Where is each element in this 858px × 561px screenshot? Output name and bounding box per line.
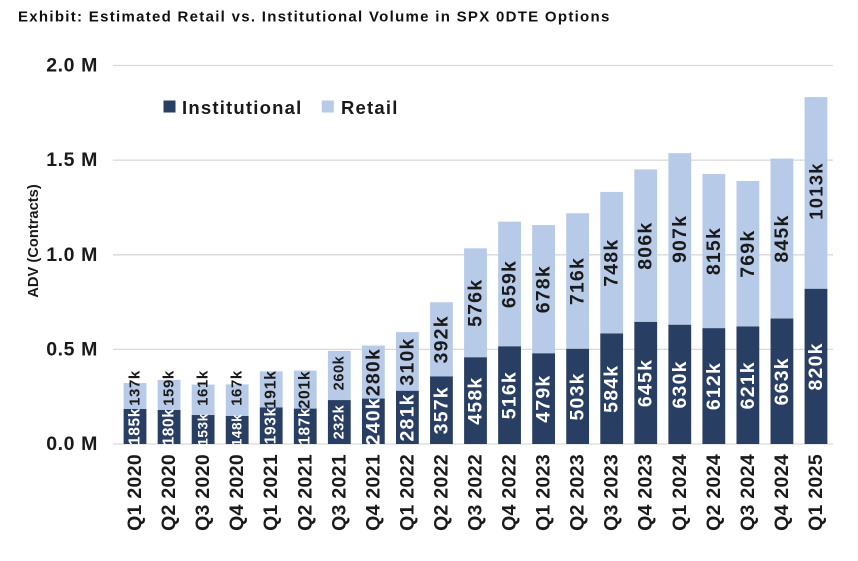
svg-text:815k: 815k: [703, 227, 725, 275]
svg-text:ADV (Contracts): ADV (Contracts): [26, 184, 42, 298]
svg-text:281k: 281k: [396, 393, 418, 441]
svg-text:Retail: Retail: [341, 97, 399, 118]
svg-text:Q4 2020: Q4 2020: [226, 454, 248, 531]
svg-text:479k: 479k: [533, 375, 555, 423]
svg-text:167k: 167k: [229, 370, 246, 406]
svg-text:907k: 907k: [669, 215, 691, 263]
svg-text:716k: 716k: [567, 257, 589, 305]
svg-text:240k: 240k: [362, 397, 384, 445]
svg-text:516k: 516k: [499, 371, 521, 419]
svg-text:187k: 187k: [297, 408, 314, 445]
svg-text:458k: 458k: [465, 377, 487, 425]
svg-text:161k: 161k: [195, 370, 212, 406]
svg-text:Q3 2022: Q3 2022: [465, 454, 487, 531]
svg-text:Q3 2021: Q3 2021: [328, 454, 350, 531]
svg-text:Q4 2024: Q4 2024: [771, 454, 793, 531]
svg-text:659k: 659k: [499, 260, 521, 308]
svg-text:Q2 2021: Q2 2021: [294, 454, 316, 531]
svg-text:1013k: 1013k: [805, 162, 826, 219]
svg-text:180k: 180k: [161, 409, 178, 446]
svg-text:Q1 2020: Q1 2020: [124, 454, 146, 531]
svg-text:280k: 280k: [362, 348, 384, 396]
svg-text:2.0 M: 2.0 M: [46, 55, 98, 77]
svg-text:Q1 2024: Q1 2024: [669, 454, 691, 531]
svg-text:159k: 159k: [161, 370, 178, 406]
svg-text:392k: 392k: [430, 315, 452, 363]
svg-text:1.5 M: 1.5 M: [46, 149, 98, 171]
svg-text:576k: 576k: [465, 279, 487, 327]
svg-text:1.0 M: 1.0 M: [46, 244, 98, 266]
svg-text:621k: 621k: [737, 361, 759, 409]
svg-text:Q4 2023: Q4 2023: [635, 454, 657, 531]
svg-text:357k: 357k: [430, 386, 452, 434]
svg-text:0.0 M: 0.0 M: [46, 433, 98, 455]
svg-text:193k: 193k: [263, 407, 280, 444]
svg-text:Q1 2022: Q1 2022: [396, 454, 418, 531]
svg-text:820k: 820k: [805, 342, 827, 390]
svg-text:Q1 2023: Q1 2023: [533, 454, 555, 531]
svg-text:645k: 645k: [635, 359, 657, 407]
svg-text:0.5 M: 0.5 M: [46, 338, 98, 360]
svg-text:Q2 2024: Q2 2024: [703, 454, 725, 531]
svg-text:630k: 630k: [669, 360, 691, 408]
svg-text:201k: 201k: [297, 371, 314, 409]
svg-text:Q3 2023: Q3 2023: [601, 454, 623, 531]
svg-text:148k: 148k: [230, 414, 245, 446]
svg-text:Q3 2024: Q3 2024: [737, 454, 759, 531]
svg-text:232k: 232k: [331, 404, 347, 439]
svg-text:Institutional: Institutional: [182, 97, 302, 118]
svg-text:845k: 845k: [771, 214, 793, 262]
svg-text:Q4 2022: Q4 2022: [499, 454, 521, 531]
svg-text:153k: 153k: [196, 413, 211, 445]
svg-text:Q2 2022: Q2 2022: [430, 454, 452, 531]
svg-text:503k: 503k: [567, 372, 589, 420]
svg-text:Q3 2020: Q3 2020: [192, 454, 214, 531]
svg-text:Q2 2023: Q2 2023: [567, 454, 589, 531]
svg-text:584k: 584k: [601, 365, 623, 413]
svg-text:612k: 612k: [703, 362, 725, 410]
svg-text:310k: 310k: [396, 337, 418, 385]
svg-text:185k: 185k: [127, 408, 144, 445]
svg-text:Q1 2021: Q1 2021: [260, 454, 282, 531]
svg-text:663k: 663k: [771, 357, 793, 405]
svg-text:678k: 678k: [533, 265, 555, 313]
svg-text:Exhibit: Estimated Retail vs.: Exhibit: Estimated Retail vs. Institutio…: [18, 9, 611, 26]
svg-text:769k: 769k: [737, 230, 759, 278]
svg-text:Q4 2021: Q4 2021: [362, 454, 384, 531]
svg-text:Q1 2025: Q1 2025: [805, 454, 827, 531]
svg-text:260k: 260k: [331, 355, 347, 390]
svg-text:806k: 806k: [635, 222, 657, 270]
svg-text:137k: 137k: [127, 370, 144, 406]
svg-text:Q2 2020: Q2 2020: [158, 454, 180, 531]
svg-text:191k: 191k: [263, 370, 280, 408]
svg-text:748k: 748k: [601, 239, 623, 287]
